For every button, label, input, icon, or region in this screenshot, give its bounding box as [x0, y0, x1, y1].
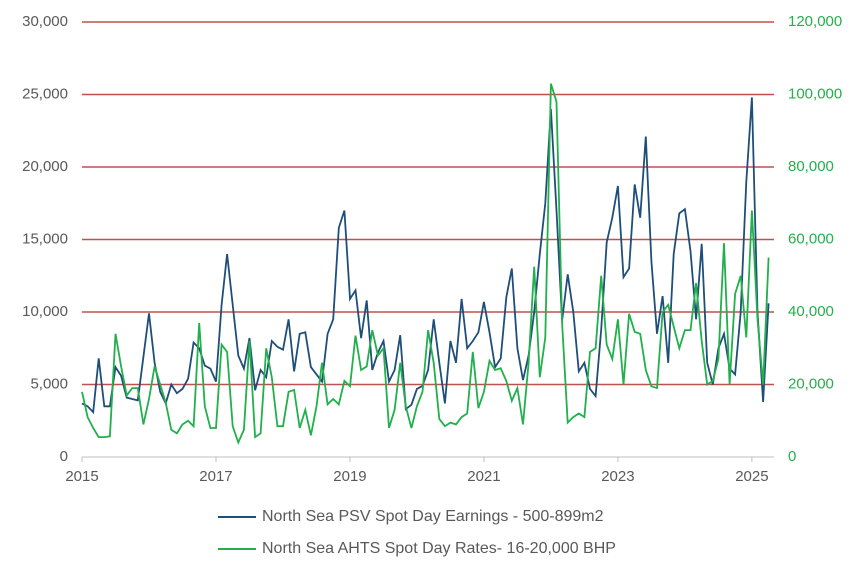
y-tick-label: 15,000: [22, 230, 68, 247]
y2-tick-label: 40,000: [788, 303, 834, 320]
y2-tick-label: 20,000: [788, 375, 834, 392]
y-tick-label: 0: [60, 448, 68, 465]
y-tick-label: 20,000: [22, 158, 68, 175]
y2-tick-label: 60,000: [788, 230, 834, 247]
x-tick-label: 2015: [65, 468, 98, 485]
series-line: [81, 97, 770, 415]
y2-tick-label: 0: [788, 448, 796, 465]
x-tick-label: 2021: [467, 468, 500, 485]
y2-tick-label: 120,000: [788, 13, 842, 30]
x-tick-label: 2023: [601, 468, 634, 485]
y-tick-label: 5,000: [30, 375, 68, 392]
x-tick-label: 2019: [333, 468, 366, 485]
y-tick-label: 30,000: [22, 13, 68, 30]
y2-tick-label: 100,000: [788, 85, 842, 102]
y-tick-label: 25,000: [22, 85, 68, 102]
legend-label: North Sea AHTS Spot Day Rates- 16-20,000…: [262, 540, 616, 557]
y2-tick-label: 80,000: [788, 158, 834, 175]
x-tick-label: 2025: [735, 468, 768, 485]
y-tick-label: 10,000: [22, 303, 68, 320]
x-tick-label: 2017: [199, 468, 232, 485]
series-line: [81, 83, 770, 445]
legend-label: North Sea PSV Spot Day Earnings - 500-89…: [262, 508, 604, 525]
